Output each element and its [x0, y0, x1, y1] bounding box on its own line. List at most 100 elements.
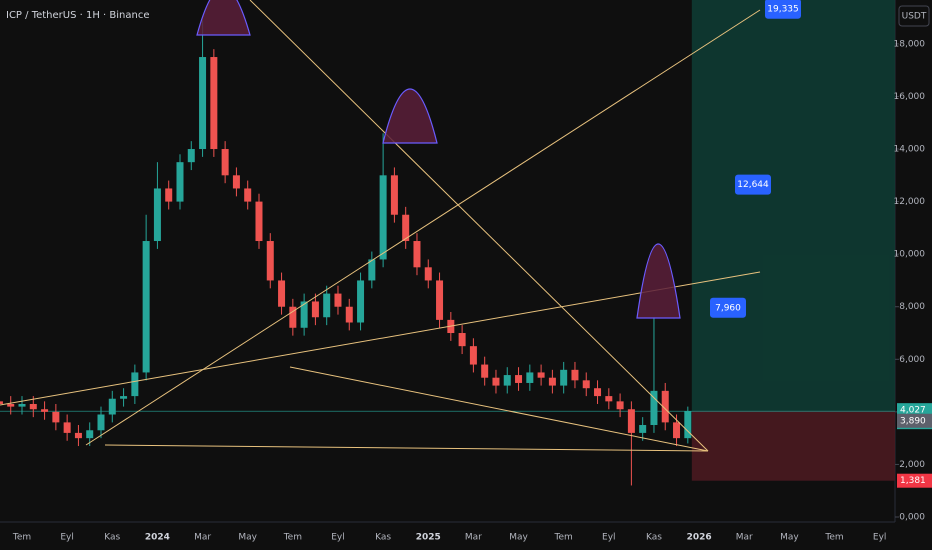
- candle-body: [627, 409, 635, 433]
- candle-body: [639, 425, 647, 433]
- x-tick-label: Kas: [646, 533, 662, 543]
- candle-body: [63, 422, 71, 433]
- candle-body: [492, 377, 500, 386]
- candle-body: [424, 267, 432, 281]
- candle-body: [131, 372, 139, 397]
- candle-body: [357, 280, 365, 323]
- candle-body: [469, 346, 477, 365]
- candle-body: [605, 396, 613, 402]
- target-label: 7,960: [715, 303, 741, 313]
- candle-body: [255, 201, 263, 242]
- candle-body: [7, 403, 15, 407]
- candle-body: [108, 398, 116, 415]
- candle-body: [345, 306, 353, 323]
- loss-zone: [691, 411, 895, 481]
- candle-body: [436, 280, 444, 320]
- target-label-box: [735, 174, 771, 195]
- candle-body: [537, 372, 545, 378]
- target-label: 12,644: [737, 180, 769, 190]
- chart-title: ICP / TetherUS · 1H · Binance: [6, 10, 150, 21]
- profit-zone: [691, 0, 895, 412]
- candle-body: [684, 411, 692, 439]
- unit-label: USDT: [902, 12, 927, 22]
- x-tick-label: May: [509, 533, 528, 543]
- y-tick-label: 14,000: [894, 145, 926, 155]
- candle-body: [74, 432, 82, 439]
- unit-box[interactable]: [898, 5, 930, 27]
- candle-body: [526, 372, 534, 383]
- axis-label-box: [897, 473, 932, 488]
- trend-line: [289, 366, 709, 452]
- candle-body: [86, 430, 94, 439]
- candle-body: [673, 422, 681, 439]
- candle-body: [458, 333, 466, 347]
- candle-body: [41, 409, 49, 412]
- arc: [196, 0, 251, 36]
- axis-label: 1,381: [900, 476, 926, 486]
- arc: [382, 88, 438, 144]
- candle-body: [187, 149, 195, 163]
- candle-body: [650, 390, 658, 426]
- x-tick-label: Tem: [824, 533, 843, 543]
- axis-label: 3,890: [900, 416, 926, 426]
- x-tick-label: Mar: [465, 533, 482, 543]
- x-tick-label: Tem: [12, 533, 31, 543]
- candle-body: [390, 175, 398, 215]
- trend-line: [85, 9, 761, 446]
- x-tick-label: Eyl: [60, 533, 74, 543]
- trend-lines: [0, 0, 761, 452]
- x-tick-label: Eyl: [331, 533, 345, 543]
- x-tick-label: Eyl: [873, 533, 887, 543]
- candle-body: [0, 401, 3, 404]
- candle-body: [379, 175, 387, 260]
- x-tick-label: 2025: [416, 533, 441, 543]
- candle-body: [334, 293, 342, 307]
- candle-body: [661, 390, 669, 423]
- target-label-box: [765, 0, 801, 19]
- candle-body: [165, 188, 173, 202]
- candle-body: [571, 369, 579, 381]
- target-label: 19,335: [767, 4, 799, 14]
- candle-body: [176, 162, 184, 202]
- target-label-box: [710, 297, 746, 318]
- x-tick-label: Eyl: [602, 533, 616, 543]
- candle-body: [142, 241, 150, 373]
- candle-body: [244, 188, 252, 202]
- candle-body: [323, 293, 331, 318]
- candle-body: [503, 375, 511, 386]
- candle-body: [232, 175, 240, 189]
- x-tick-label: May: [238, 533, 257, 543]
- candle-body: [548, 377, 556, 386]
- candle-body: [153, 188, 161, 242]
- y-tick-label: 10,000: [894, 250, 926, 260]
- candle-body: [199, 57, 207, 150]
- candle-body: [29, 403, 37, 410]
- candle-body: [266, 241, 274, 281]
- candle-body: [311, 301, 319, 318]
- y-tick-label: 0,000: [899, 513, 925, 523]
- candle-body: [616, 401, 624, 410]
- candle-body: [582, 380, 590, 389]
- trend-line: [0, 271, 761, 406]
- candle-body: [560, 369, 568, 386]
- candle-body: [368, 259, 376, 281]
- candle-body: [289, 306, 297, 328]
- x-tick-label: 2026: [687, 533, 712, 543]
- y-tick-label: 18,000: [894, 39, 926, 49]
- x-tick-label: Mar: [194, 533, 211, 543]
- entry-label: 4,027: [900, 406, 926, 416]
- x-tick-label: Tem: [554, 533, 573, 543]
- candle-body: [52, 411, 60, 423]
- x-tick-label: Kas: [375, 533, 391, 543]
- axis-label-box: [897, 413, 932, 428]
- y-tick-label: 8,000: [899, 302, 925, 312]
- x-tick-label: Kas: [104, 533, 120, 543]
- arc: [636, 243, 681, 319]
- candle-body: [210, 57, 218, 150]
- y-tick-label: 16,000: [894, 92, 926, 102]
- x-tick-label: May: [780, 533, 799, 543]
- candle-body: [515, 375, 523, 383]
- candle-body: [120, 396, 128, 399]
